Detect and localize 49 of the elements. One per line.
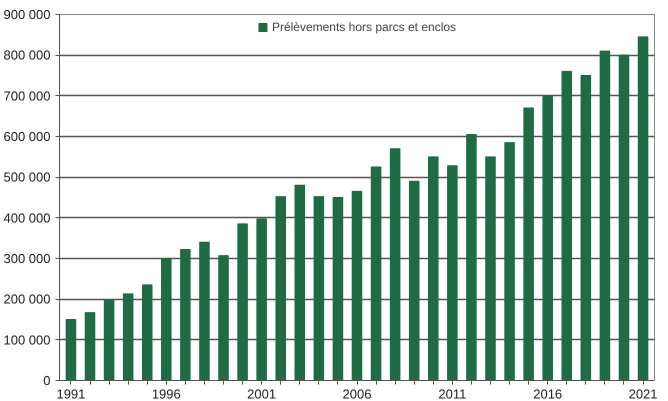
bar	[523, 108, 534, 380]
y-tick-label: 300 000	[4, 251, 51, 266]
bar	[122, 293, 134, 380]
y-tick-label: 0	[43, 373, 51, 388]
bar	[600, 50, 610, 380]
bar	[199, 242, 210, 380]
bar	[256, 218, 267, 380]
bar	[161, 258, 172, 380]
x-tick-label: 2001	[247, 386, 276, 401]
y-tick-label: 800 000	[4, 48, 51, 63]
bar	[180, 249, 191, 380]
bar	[580, 75, 592, 380]
x-tick-label: 1991	[56, 386, 86, 401]
bar	[66, 319, 76, 380]
y-tick-label: 900 000	[4, 7, 51, 22]
x-tick-label: 2011	[438, 386, 466, 401]
bar	[618, 54, 630, 380]
y-tick-label: 100 000	[4, 332, 51, 348]
bar	[504, 142, 515, 380]
bar	[428, 156, 439, 380]
y-tick-label: 200 000	[4, 292, 51, 307]
x-tick-label: 2006	[342, 386, 372, 401]
bar	[562, 70, 572, 380]
bar	[294, 184, 306, 380]
bar	[275, 196, 286, 380]
y-tick-label: 400 000	[4, 210, 51, 226]
bar	[638, 36, 648, 380]
y-tick-label: 700 000	[4, 88, 51, 104]
bar	[408, 180, 420, 380]
bar	[332, 197, 344, 380]
bar	[466, 134, 477, 380]
x-tick-label: 2021	[628, 386, 658, 401]
bar	[352, 190, 362, 380]
legend-label: Prélèvements hors parcs et enclos	[272, 20, 456, 34]
bar	[218, 255, 229, 380]
x-tick-label: 1996	[152, 386, 181, 401]
bar	[314, 196, 324, 380]
bar	[142, 284, 152, 380]
bar	[542, 95, 553, 380]
bar	[447, 165, 458, 380]
bar	[104, 300, 114, 380]
bar	[370, 166, 382, 380]
bar	[485, 156, 496, 380]
y-tick-label: 600 000	[4, 129, 51, 144]
bar	[237, 223, 248, 380]
bar	[84, 312, 96, 380]
bar	[390, 148, 400, 380]
x-tick-label: 2016	[533, 386, 562, 401]
y-tick-label: 500 000	[4, 170, 51, 185]
